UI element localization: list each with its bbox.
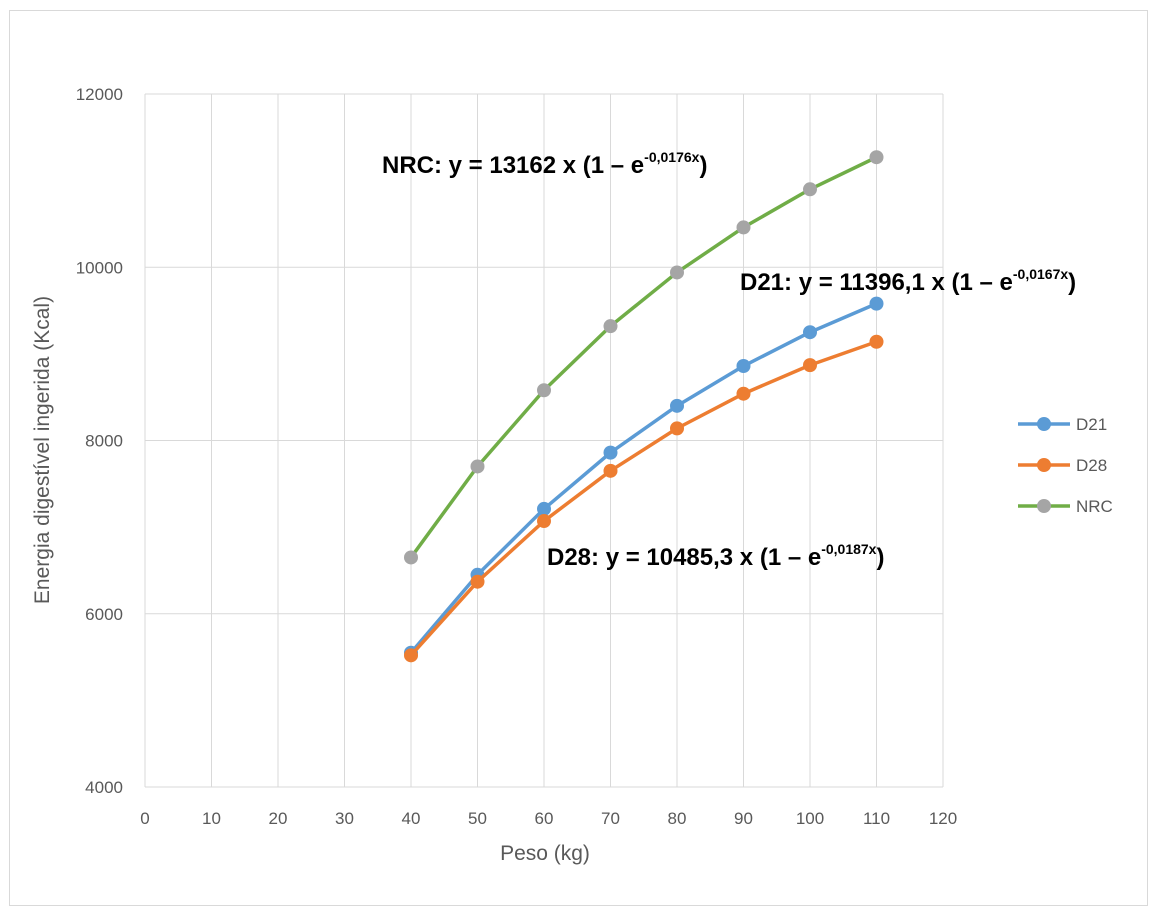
legend-swatch-marker [1037, 458, 1051, 472]
x-tick-label: 10 [202, 809, 221, 828]
legend-swatch-marker [1037, 499, 1051, 513]
x-tick-label: 70 [601, 809, 620, 828]
data-point-d21 [537, 501, 551, 516]
y-tick-label: 12000 [76, 85, 123, 104]
legend-swatch-marker [1037, 417, 1051, 431]
legend: D21 D28 NRC [1018, 415, 1113, 516]
d28-equation-suffix: ) [876, 544, 884, 571]
y-tick-label: 8000 [85, 432, 123, 451]
nrc-equation-exponent: -0,0176x [644, 149, 699, 165]
y-tick-label: 6000 [85, 605, 123, 624]
x-tick-label: 20 [269, 809, 288, 828]
x-tick-labels: 0 10 20 30 40 50 60 70 80 90 100 110 120 [140, 809, 957, 828]
nrc-equation-label: NRC: y = 13162 x (1 – e-0,0176x) [382, 149, 707, 179]
d28-equation-exponent: -0,0187x [821, 541, 876, 557]
x-tick-label: 110 [863, 809, 890, 828]
data-point-d28 [869, 334, 884, 349]
x-tick-label: 100 [796, 809, 824, 828]
series-nrc [404, 150, 884, 565]
data-point-nrc [404, 550, 418, 565]
series-line-d28 [409, 339, 879, 658]
data-point-d21 [736, 359, 751, 374]
data-point-d21 [603, 445, 618, 460]
data-point-nrc [537, 383, 551, 398]
data-point-d28 [537, 514, 551, 529]
x-tick-label: 50 [468, 809, 487, 828]
x-tick-label: 0 [140, 809, 149, 828]
data-point-d28 [803, 358, 817, 373]
data-point-nrc [736, 220, 751, 235]
data-point-d28 [736, 386, 751, 401]
series-layer [404, 150, 884, 663]
legend-item-d28: D28 [1018, 456, 1107, 475]
grid-layer [144, 93, 944, 788]
d21-equation-text: D21: y = 11396,1 x (1 – e [740, 269, 1013, 296]
legend-item-nrc: NRC [1018, 497, 1113, 516]
y-tick-label: 10000 [76, 258, 123, 277]
legend-item-d21: D21 [1018, 415, 1107, 434]
d21-equation-label: D21: y = 11396,1 x (1 – e-0,0167x) [740, 266, 1076, 296]
series-d28 [404, 334, 884, 663]
d28-equation-label: D28: y = 10485,3 x (1 – e-0,0187x) [547, 541, 884, 571]
d28-equation-text: D28: y = 10485,3 x (1 – e [547, 544, 821, 571]
x-tick-label: 120 [929, 809, 957, 828]
data-point-d28 [603, 463, 618, 478]
series-line-nrc [409, 155, 879, 560]
data-point-d21 [803, 325, 817, 340]
legend-label: D28 [1076, 456, 1107, 475]
series-line-d21 [409, 301, 879, 655]
chart-frame [9, 10, 1148, 906]
data-point-nrc [869, 150, 884, 165]
x-tick-label: 60 [535, 809, 554, 828]
data-point-d28 [404, 648, 418, 663]
d21-equation-exponent: -0,0167x [1013, 266, 1068, 282]
y-tick-labels: 4000 6000 8000 10000 12000 [76, 85, 123, 797]
y-tick-label: 4000 [85, 778, 123, 797]
data-point-d28 [670, 421, 684, 436]
legend-label: NRC [1076, 497, 1113, 516]
data-point-d21 [670, 398, 684, 413]
d21-equation-suffix: ) [1068, 269, 1076, 296]
y-axis-title: Energia digestível ingerida (Kcal) [31, 296, 54, 604]
data-point-nrc [670, 265, 684, 280]
data-point-nrc [470, 459, 485, 474]
data-point-nrc [603, 319, 618, 334]
x-tick-label: 90 [734, 809, 753, 828]
x-tick-label: 30 [335, 809, 354, 828]
data-point-nrc [803, 182, 817, 197]
data-point-d28 [470, 574, 485, 589]
nrc-equation-suffix: ) [699, 152, 707, 179]
data-point-d21 [869, 296, 884, 311]
x-tick-label: 80 [668, 809, 687, 828]
x-axis-title: Peso (kg) [500, 842, 590, 865]
x-tick-label: 40 [402, 809, 421, 828]
legend-label: D21 [1076, 415, 1107, 434]
nrc-equation-text: NRC: y = 13162 x (1 – e [382, 152, 644, 179]
